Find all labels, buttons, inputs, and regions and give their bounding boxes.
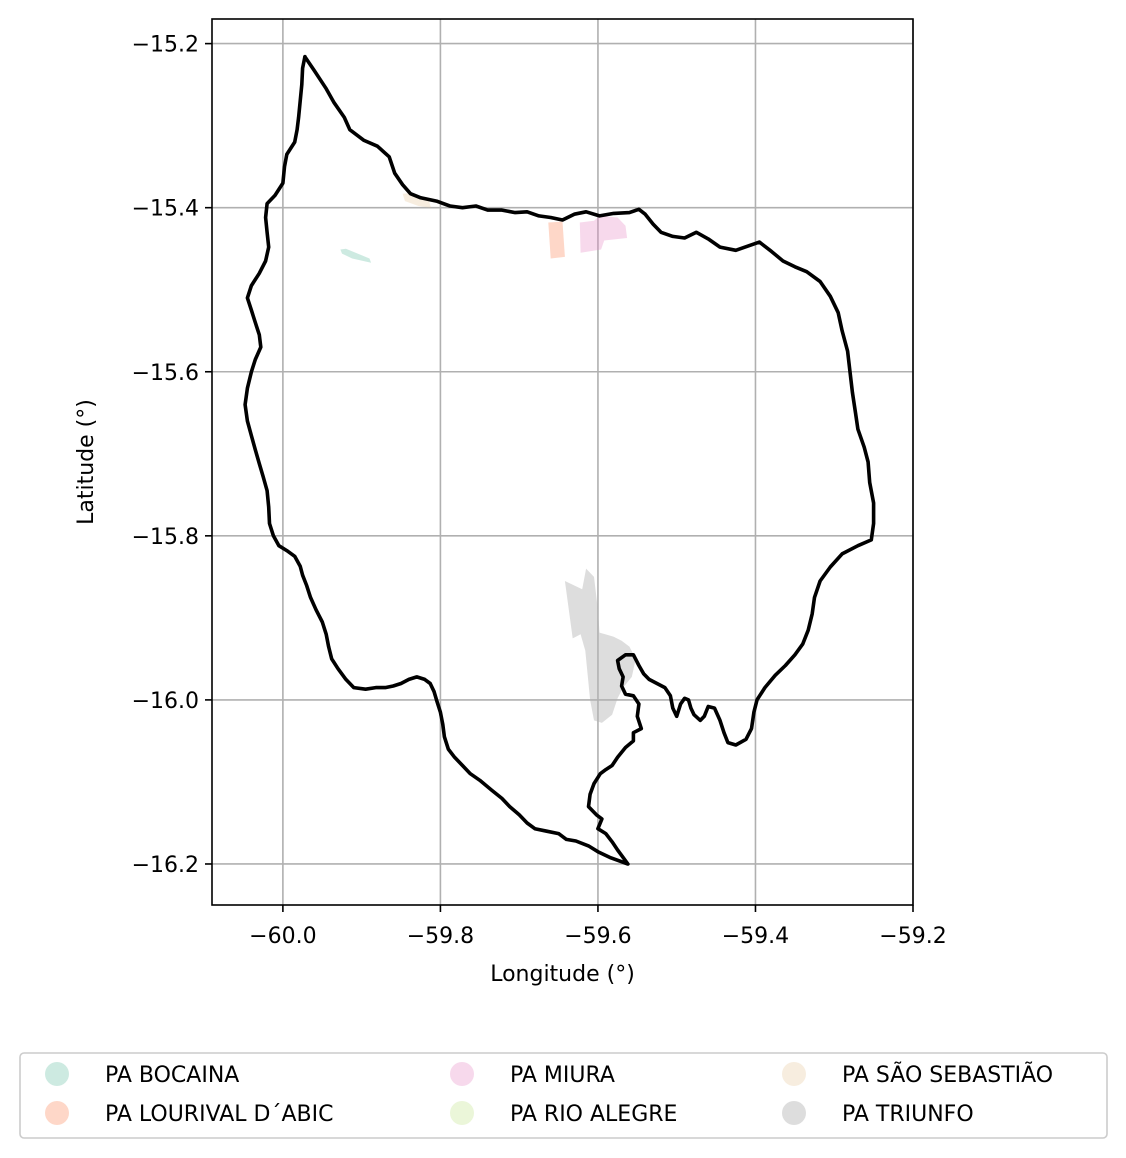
legend-label: PA TRIUNFO xyxy=(842,1102,974,1127)
x-tick-label: −59.6 xyxy=(564,924,631,949)
legend-marker xyxy=(782,1101,806,1125)
y-tick-label: −15.4 xyxy=(132,197,199,222)
legend-marker xyxy=(450,1062,474,1086)
polygon-pa-miura xyxy=(579,215,628,253)
legend-label: PA MIURA xyxy=(510,1063,615,1088)
y-tick-label: −16.0 xyxy=(132,689,199,714)
settlement-polygons xyxy=(340,192,636,723)
polygon-pa-bocaina xyxy=(340,248,372,263)
legend-frame xyxy=(19,1052,1108,1139)
y-tick-label: −16.2 xyxy=(132,853,199,878)
y-axis-title: Latitude (°) xyxy=(74,399,99,525)
legend-marker xyxy=(450,1101,474,1125)
legend-marker xyxy=(45,1101,69,1125)
axis-ticks: −60.0 −59.8 −59.6 −59.4 −59.2 −15.2 −15.4 −15.6… xyxy=(132,33,947,949)
gridlines xyxy=(212,19,914,905)
region-boundary xyxy=(243,54,876,866)
x-tick-label: −59.4 xyxy=(722,924,789,949)
y-tick-label: −15.6 xyxy=(132,361,199,386)
legend-label: PA SÃO SEBASTIÃO xyxy=(842,1061,1053,1088)
legend-label: PA RIO ALEGRE xyxy=(510,1102,677,1127)
polygon-pa-triunfo xyxy=(564,568,636,723)
legend-label: PA LOURIVAL D´ABIC xyxy=(105,1102,333,1127)
legend-marker xyxy=(782,1062,806,1086)
y-tick-label: −15.2 xyxy=(132,33,199,58)
x-axis-title: Longitude (°) xyxy=(490,962,635,987)
x-tick-label: −60.0 xyxy=(249,924,316,949)
x-tick-label: −59.8 xyxy=(407,924,474,949)
legend-label: PA BOCAINA xyxy=(105,1063,239,1088)
x-tick-label: −59.2 xyxy=(879,924,946,949)
plot-frame xyxy=(211,18,914,906)
boundary-line xyxy=(243,54,876,866)
polygon-pa-s-o-sebasti-o xyxy=(402,192,431,208)
legend-marker xyxy=(45,1062,69,1086)
polygon-pa-lourival-d-abic xyxy=(548,221,565,259)
y-tick-label: −15.8 xyxy=(132,525,199,550)
legend: PA BOCAINA PA LOURIVAL D´ABIC PA MIURA PA R… xyxy=(19,1052,1108,1139)
